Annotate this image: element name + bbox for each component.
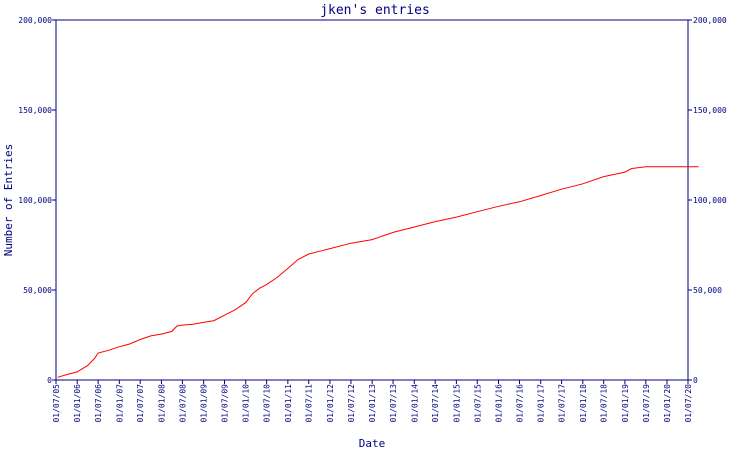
right-y-tick-label: 0 [693,376,698,385]
right-y-tick-label: 150,000 [693,106,727,115]
x-tick-label: 01/07/13 [389,384,398,423]
x-tick-label: 01/07/19 [642,384,651,423]
left-y-tick-label: 200,000 [18,16,52,25]
x-tick-label: 01/07/20 [684,384,693,423]
x-tick-label: 01/07/18 [600,384,609,423]
x-tick-label: 01/01/18 [579,384,588,423]
x-tick-label: 01/01/06 [73,384,82,423]
plot-frame [55,19,689,381]
x-tick-label: 01/07/16 [515,384,524,423]
x-axis-label: Date [359,437,386,450]
right-y-tick-label: 100,000 [693,196,727,205]
series-group [57,166,699,378]
x-tick-label: 01/01/09 [200,384,209,423]
y-axis-label: Number of Entries [2,144,15,257]
x-tick-label: 01/07/17 [558,384,567,423]
x-tick-label: 01/07/08 [178,384,187,423]
x-tick-label: 01/07/15 [473,384,482,423]
right-y-ticks: 0 50,000 100,000 150,000 200,000 [688,16,727,385]
x-tick-label: 01/01/20 [663,384,672,423]
left-y-tick-label: 0 [47,376,52,385]
x-tick-label: 01/01/13 [368,384,377,423]
x-tick-label: 01/01/16 [494,384,503,423]
x-tick-label: 01/07/05 [52,384,61,423]
x-tick-label: 01/01/07 [115,384,124,423]
x-tick-label: 01/01/14 [410,384,419,423]
x-tick-label: 01/07/07 [136,384,145,423]
x-tick-label: 01/01/08 [157,384,166,423]
x-tick-label: 01/07/09 [221,384,230,423]
left-y-ticks: 0 50,000 100,000 150,000 200,000 [18,16,56,385]
x-tick-label: 01/01/15 [452,384,461,423]
x-tick-label: 01/01/11 [284,384,293,423]
left-y-tick-label: 100,000 [18,196,52,205]
right-y-tick-label: 200,000 [693,16,727,25]
left-y-tick-label: 50,000 [23,286,52,295]
x-ticks: 01/07/05 01/01/06 01/07/06 01/01/07 01/07/07… [52,380,693,423]
x-tick-label: 01/07/14 [431,384,440,423]
x-tick-label: 01/07/11 [305,384,314,423]
x-tick-label: 01/07/12 [347,384,356,423]
x-tick-label: 01/01/19 [621,384,630,423]
x-tick-label: 01/01/10 [242,384,251,423]
right-y-tick-label: 50,000 [693,286,722,295]
x-tick-label: 01/01/12 [326,384,335,423]
x-tick-label: 01/07/10 [263,384,272,423]
chart-title: jken's entries [320,3,430,18]
left-y-tick-label: 150,000 [18,106,52,115]
entries-series-line [57,166,699,378]
x-tick-label: 01/01/17 [537,384,546,423]
x-tick-label: 01/07/06 [94,384,103,423]
